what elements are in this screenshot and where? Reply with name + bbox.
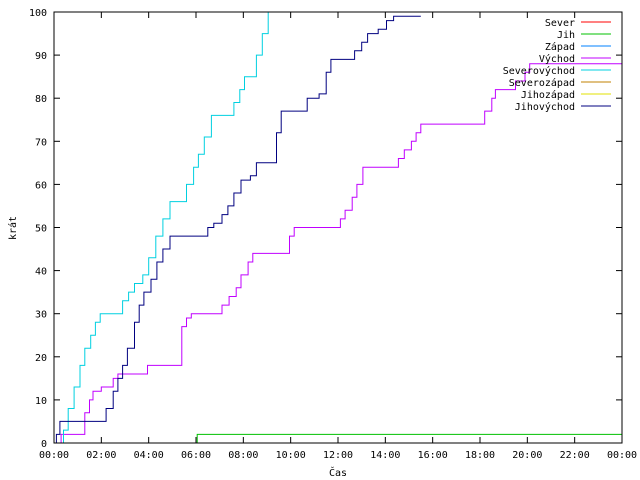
y-tick-label: 80: [35, 94, 47, 105]
y-tick-label: 100: [29, 8, 47, 19]
y-tick-label: 0: [41, 439, 47, 450]
y-tick-label: 90: [35, 51, 47, 62]
y-tick-label: 70: [35, 137, 47, 148]
legend-label-4: Severovýchod: [503, 65, 575, 77]
series-line-7: [54, 15, 421, 444]
legend-label-1: Jih: [557, 30, 575, 41]
legend: SeverJihZápadVýchodSeverovýchodSeverozáp…: [503, 18, 611, 113]
x-tick-label: 08:00: [228, 450, 258, 461]
x-tick-label: 18:00: [465, 450, 495, 461]
x-tick-label: 16:00: [418, 450, 448, 461]
legend-label-5: Severozápad: [509, 77, 575, 89]
x-tick-label: 20:00: [512, 450, 542, 461]
x-tick-label: 14:00: [370, 450, 400, 461]
x-tick-label: 02:00: [86, 450, 116, 461]
legend-label-2: Západ: [545, 41, 575, 53]
x-tick-label: 06:00: [181, 450, 211, 461]
x-tick-label: 12:00: [323, 450, 353, 461]
tick-layer: 0 10 20 30 40 50 60 70 80 90 100 00:00 02:00 04:00 06:…: [29, 8, 637, 461]
x-tick-label: 22:00: [560, 450, 590, 461]
y-tick-label: 60: [35, 180, 47, 191]
legend-label-6: Jihozápad: [521, 89, 575, 101]
x-tick-label: 10:00: [276, 450, 306, 461]
series-layer: [54, 12, 622, 444]
legend-label-0: Sever: [545, 18, 575, 29]
y-tick-label: 20: [35, 353, 47, 364]
legend-label-7: Jihovýchod: [515, 101, 575, 113]
legend-label-3: Východ: [539, 53, 575, 65]
y-tick-label: 30: [35, 310, 47, 321]
x-tick-label: 00:00: [39, 450, 69, 461]
y-tick-label: 10: [35, 396, 47, 407]
y-axis-label: krát: [7, 216, 19, 240]
series-line-3: [54, 63, 622, 444]
x-axis-label: Čas: [329, 466, 347, 479]
series-line-4: [54, 12, 269, 444]
x-tick-label: 04:00: [134, 450, 164, 461]
y-tick-label: 50: [35, 224, 47, 235]
x-tick-label: 00:00: [607, 450, 637, 461]
y-tick-label: 40: [35, 267, 47, 278]
